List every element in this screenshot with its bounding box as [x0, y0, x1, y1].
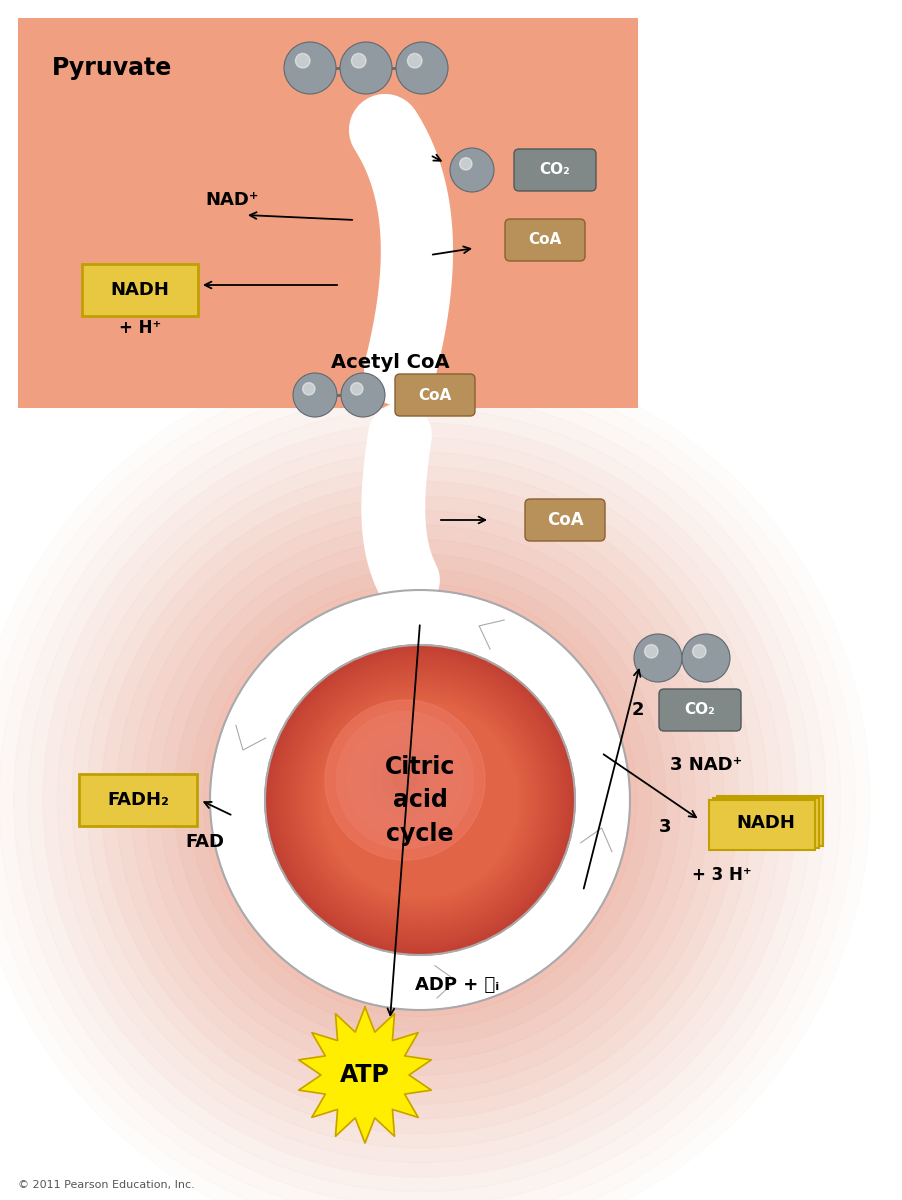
Circle shape: [460, 157, 472, 170]
Circle shape: [303, 383, 315, 395]
Text: FADH₂: FADH₂: [107, 791, 169, 809]
Circle shape: [408, 54, 422, 68]
Circle shape: [283, 662, 557, 937]
Circle shape: [247, 628, 593, 973]
Text: ADP + Ⓟᵢ: ADP + Ⓟᵢ: [415, 976, 499, 994]
Polygon shape: [299, 1007, 431, 1142]
Circle shape: [268, 648, 572, 952]
Text: CO₂: CO₂: [685, 702, 715, 718]
Circle shape: [352, 54, 366, 68]
FancyBboxPatch shape: [395, 374, 475, 416]
Circle shape: [645, 644, 658, 658]
Circle shape: [304, 684, 536, 916]
Polygon shape: [581, 828, 612, 852]
FancyBboxPatch shape: [79, 774, 197, 826]
Text: Acetyl CoA: Acetyl CoA: [331, 353, 449, 372]
Circle shape: [325, 700, 485, 860]
Polygon shape: [236, 725, 266, 750]
FancyBboxPatch shape: [709, 800, 815, 850]
Circle shape: [393, 768, 417, 792]
Circle shape: [682, 634, 730, 682]
Circle shape: [284, 42, 336, 94]
Text: © 2011 Pearson Education, Inc.: © 2011 Pearson Education, Inc.: [18, 1180, 195, 1190]
Text: + H⁺: + H⁺: [119, 319, 161, 337]
Circle shape: [336, 712, 474, 848]
Text: 2: 2: [631, 701, 644, 719]
Circle shape: [298, 678, 542, 922]
Circle shape: [295, 674, 545, 925]
Circle shape: [348, 722, 462, 838]
Circle shape: [320, 700, 520, 900]
Text: CoA: CoA: [529, 233, 562, 247]
Circle shape: [341, 373, 385, 416]
Text: Citric
acid
cycle: Citric acid cycle: [385, 755, 456, 846]
FancyBboxPatch shape: [514, 149, 596, 191]
Circle shape: [322, 702, 518, 898]
Circle shape: [274, 654, 566, 946]
Polygon shape: [435, 966, 456, 998]
Circle shape: [290, 671, 549, 929]
Polygon shape: [479, 620, 504, 649]
Circle shape: [289, 670, 551, 931]
Circle shape: [292, 672, 548, 928]
Circle shape: [634, 634, 682, 682]
FancyBboxPatch shape: [82, 264, 198, 316]
FancyBboxPatch shape: [717, 796, 823, 846]
Circle shape: [693, 644, 706, 658]
Circle shape: [316, 696, 524, 904]
Text: NADH: NADH: [111, 281, 170, 299]
Text: + 3 H⁺: + 3 H⁺: [692, 866, 751, 884]
Circle shape: [262, 642, 578, 959]
FancyBboxPatch shape: [713, 798, 819, 848]
Circle shape: [271, 650, 569, 949]
Circle shape: [313, 692, 527, 907]
Circle shape: [280, 660, 560, 940]
Circle shape: [340, 42, 392, 94]
Text: Pyruvate: Pyruvate: [52, 56, 172, 80]
Text: CoA: CoA: [547, 511, 584, 529]
Circle shape: [319, 698, 521, 901]
Circle shape: [371, 745, 439, 815]
Circle shape: [382, 757, 428, 803]
Circle shape: [293, 373, 337, 416]
Text: FAD: FAD: [185, 833, 224, 851]
Circle shape: [286, 666, 554, 934]
FancyBboxPatch shape: [18, 18, 638, 408]
Text: CO₂: CO₂: [539, 162, 570, 178]
Circle shape: [301, 680, 539, 919]
Circle shape: [296, 54, 310, 68]
Circle shape: [450, 148, 494, 192]
Text: NADH: NADH: [737, 814, 796, 832]
Circle shape: [310, 690, 530, 910]
Circle shape: [307, 686, 533, 913]
Circle shape: [359, 734, 451, 826]
Text: 3: 3: [658, 818, 671, 836]
Text: 3 NAD⁺: 3 NAD⁺: [670, 756, 742, 774]
Text: ATP: ATP: [340, 1063, 390, 1087]
Circle shape: [306, 685, 535, 914]
FancyBboxPatch shape: [525, 499, 605, 541]
FancyBboxPatch shape: [659, 689, 741, 731]
Circle shape: [396, 42, 448, 94]
Circle shape: [210, 590, 630, 1010]
Text: NAD⁺: NAD⁺: [205, 191, 259, 209]
FancyBboxPatch shape: [505, 218, 585, 260]
Circle shape: [276, 656, 564, 943]
Circle shape: [277, 658, 563, 943]
Text: CoA: CoA: [419, 388, 452, 402]
Circle shape: [351, 383, 363, 395]
Circle shape: [265, 646, 575, 955]
